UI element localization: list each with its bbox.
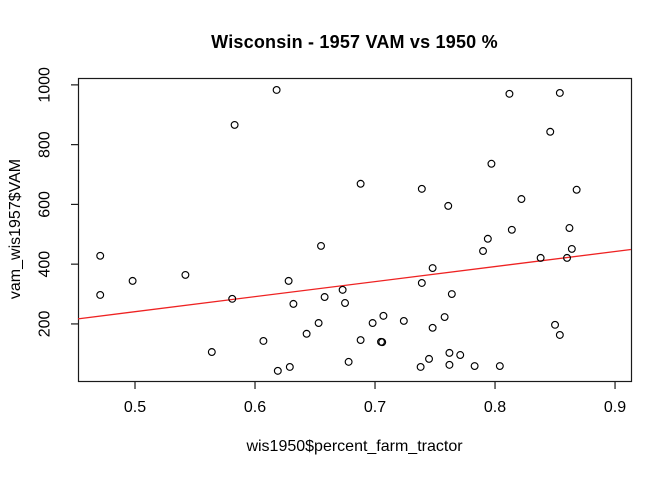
y-tick-label: 200 — [37, 310, 54, 337]
plot-box — [77, 77, 633, 383]
data-point — [302, 329, 311, 338]
data-point — [399, 316, 408, 325]
data-point — [272, 85, 281, 94]
data-point — [368, 319, 377, 328]
data-point — [555, 88, 564, 97]
data-point — [470, 362, 479, 371]
data-point — [356, 179, 365, 188]
data-point — [507, 225, 516, 234]
data-point — [416, 362, 425, 371]
data-point — [572, 185, 581, 194]
data-point — [128, 276, 137, 285]
x-tick-label: 0.7 — [364, 399, 386, 416]
x-tick-label: 0.9 — [604, 399, 626, 416]
data-point — [563, 253, 572, 262]
data-point — [456, 351, 465, 359]
y-tick-label: 800 — [37, 131, 54, 158]
data-point — [96, 290, 105, 299]
data-point — [428, 323, 437, 332]
data-point — [341, 299, 349, 307]
y-tick-label: 1000 — [37, 67, 54, 103]
data-point — [356, 336, 365, 345]
data-point — [338, 285, 347, 294]
data-point — [378, 338, 387, 347]
data-point — [546, 127, 555, 136]
data-point — [425, 354, 434, 363]
data-point — [289, 299, 298, 308]
data-point — [487, 159, 496, 168]
data-point — [314, 319, 323, 328]
data-point — [230, 120, 239, 129]
data-point — [417, 184, 426, 193]
data-point — [344, 357, 353, 366]
y-tick-label: 400 — [37, 251, 54, 278]
y-axis-label: vam_wis1957$VAM — [7, 158, 24, 300]
data-point — [565, 224, 574, 232]
data-point — [259, 336, 268, 345]
data-point — [447, 290, 456, 299]
data-point — [483, 234, 492, 243]
data-point — [444, 201, 453, 210]
y-tick-label: 600 — [37, 191, 54, 218]
data-point — [379, 311, 388, 320]
regression-line — [77, 248, 632, 320]
data-point — [284, 276, 293, 285]
x-axis-label: wis1950$percent_farm_tractor — [246, 438, 463, 455]
data-point — [440, 313, 449, 322]
data-point — [320, 293, 329, 302]
data-point — [517, 195, 526, 203]
data-point — [505, 89, 514, 98]
data-point — [479, 247, 488, 255]
data-point — [228, 294, 237, 303]
data-point — [273, 366, 282, 375]
data-point — [317, 241, 325, 250]
x-tick-label: 0.6 — [244, 399, 266, 416]
data-point — [445, 360, 454, 369]
data-point — [181, 270, 190, 279]
data-point — [551, 320, 560, 329]
plot-title: Wisconsin - 1957 VAM vs 1950 % — [211, 32, 498, 52]
data-point — [495, 362, 504, 371]
data-point — [445, 348, 454, 357]
data-point — [555, 331, 564, 339]
data-point — [96, 251, 105, 260]
data-point — [285, 362, 294, 371]
data-point — [536, 253, 545, 262]
data-point — [567, 244, 576, 253]
data-point — [428, 264, 437, 273]
x-tick-label: 0.5 — [124, 399, 146, 416]
data-point — [207, 348, 216, 356]
data-point — [417, 279, 426, 287]
x-tick-label: 0.8 — [484, 399, 506, 416]
